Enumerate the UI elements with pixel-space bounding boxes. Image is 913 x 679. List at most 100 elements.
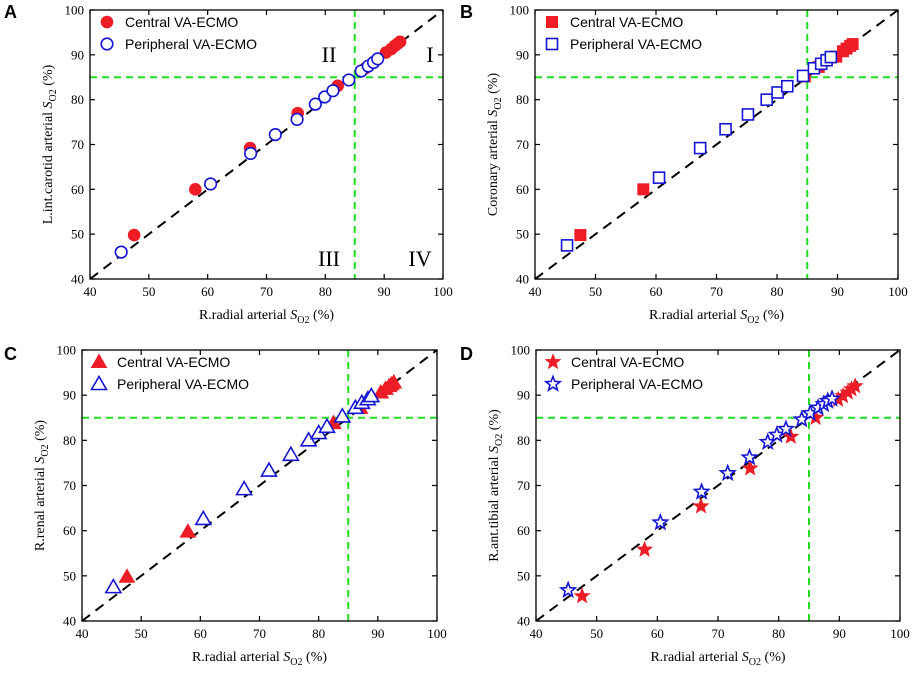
panel-letter: D bbox=[460, 344, 473, 364]
x-tick-label: 90 bbox=[833, 626, 846, 641]
y-tick-label: 70 bbox=[517, 478, 530, 493]
x-tick-label: 100 bbox=[888, 284, 908, 299]
x-tick-label: 70 bbox=[260, 284, 273, 299]
peripheral-point bbox=[796, 69, 810, 83]
x-tick-label: 60 bbox=[651, 626, 664, 641]
quadrant-label-iii: III bbox=[318, 246, 340, 271]
peripheral-point bbox=[104, 578, 123, 594]
x-tick-label: 40 bbox=[76, 626, 89, 641]
central-point bbox=[385, 374, 403, 389]
x-tick-label: 70 bbox=[712, 626, 725, 641]
x-tick-label: 50 bbox=[589, 284, 602, 299]
central-point bbox=[179, 523, 197, 538]
plot-area bbox=[535, 10, 898, 279]
y-tick-label: 60 bbox=[71, 182, 84, 197]
y-axis-label: R.renal arterial SO2 (%) bbox=[33, 420, 51, 552]
peripheral-point bbox=[326, 84, 340, 98]
y-tick-label: 50 bbox=[71, 227, 84, 242]
y-tick-label: 100 bbox=[511, 343, 531, 358]
plot-area bbox=[82, 350, 437, 621]
x-axis-label: R.radial arterial SO2 (%) bbox=[192, 650, 327, 668]
central-point bbox=[189, 183, 202, 196]
peripheral-point bbox=[822, 389, 842, 407]
panel-d: D 40 50 60 70 80 90 100 40 50 60 70 80 90 100 R.radial … bbox=[460, 343, 910, 669]
peripheral-point bbox=[824, 50, 838, 64]
legend-peripheral-marker bbox=[100, 37, 114, 51]
peripheral-point bbox=[760, 93, 774, 106]
peripheral-point bbox=[560, 239, 574, 252]
y-axis-label: L.int.carotid arterial SO2 (%) bbox=[41, 64, 59, 224]
x-tick-label: 70 bbox=[253, 626, 266, 641]
legend-peripheral-marker bbox=[545, 37, 559, 51]
y-axis-label: Coronary arterial SO2 (%) bbox=[486, 73, 504, 217]
y-tick-label: 100 bbox=[510, 3, 530, 18]
x-tick-label: 60 bbox=[201, 284, 214, 299]
peripheral-point bbox=[342, 73, 356, 87]
plot-area bbox=[90, 10, 443, 279]
peripheral-point bbox=[308, 97, 322, 111]
y-tick-label: 40 bbox=[517, 614, 530, 629]
peripheral-point bbox=[740, 447, 759, 466]
y-tick-label: 40 bbox=[71, 272, 84, 287]
x-tick-label: 80 bbox=[319, 284, 332, 299]
peripheral-point bbox=[692, 482, 711, 500]
x-tick-label: 90 bbox=[831, 284, 844, 299]
y-tick-label: 50 bbox=[517, 568, 530, 583]
central-point bbox=[741, 459, 759, 476]
panel-b: B 40 50 60 70 80 90 100 40 50 60 70 80 90 100 R.radial … bbox=[460, 2, 908, 326]
peripheral-point bbox=[718, 463, 737, 482]
peripheral-point bbox=[651, 512, 670, 531]
central-point bbox=[393, 35, 407, 49]
x-tick-label: 50 bbox=[590, 626, 603, 641]
peripheral-point bbox=[780, 79, 794, 93]
central-point bbox=[846, 377, 864, 394]
y-tick-label: 80 bbox=[63, 433, 76, 448]
legend-central-label: Central VA-ECMO bbox=[570, 14, 683, 30]
x-tick-label: 40 bbox=[529, 284, 542, 299]
y-tick-label: 70 bbox=[516, 137, 529, 152]
peripheral-point bbox=[371, 52, 385, 66]
peripheral-point bbox=[204, 177, 218, 191]
x-tick-label: 80 bbox=[312, 626, 325, 641]
peripheral-point bbox=[260, 461, 278, 477]
y-tick-label: 80 bbox=[517, 433, 530, 448]
y-tick-label: 70 bbox=[71, 137, 84, 152]
x-axis-label: R.radial arterial SO2 (%) bbox=[199, 308, 334, 326]
y-tick-label: 60 bbox=[516, 182, 529, 197]
x-tick-label: 50 bbox=[135, 626, 148, 641]
central-point bbox=[118, 568, 136, 583]
peripheral-point bbox=[244, 146, 258, 161]
y-tick-label: 90 bbox=[517, 388, 530, 403]
series-peripheral bbox=[560, 50, 838, 252]
panel-letter: A bbox=[4, 2, 17, 22]
central-point bbox=[846, 38, 859, 51]
x-tick-label: 40 bbox=[84, 284, 97, 299]
peripheral-point bbox=[290, 112, 304, 126]
peripheral-point bbox=[194, 509, 213, 526]
peripheral-point bbox=[318, 417, 336, 434]
central-point bbox=[574, 229, 587, 242]
x-tick-label: 100 bbox=[433, 284, 453, 299]
x-tick-label: 90 bbox=[371, 626, 384, 641]
legend: Central VA-ECMO Peripheral VA-ECMO bbox=[543, 353, 703, 392]
legend-peripheral-label: Peripheral VA-ECMO bbox=[117, 376, 249, 392]
peripheral-point bbox=[652, 171, 666, 184]
legend-central-label: Central VA-ECMO bbox=[117, 354, 230, 370]
y-tick-label: 50 bbox=[516, 227, 529, 242]
y-tick-label: 50 bbox=[63, 568, 76, 583]
x-tick-label: 60 bbox=[650, 284, 663, 299]
panel-letter: C bbox=[4, 344, 17, 364]
y-tick-label: 80 bbox=[516, 92, 529, 107]
panel-letter: B bbox=[460, 2, 473, 22]
central-point bbox=[573, 587, 591, 604]
y-tick-label: 40 bbox=[63, 614, 76, 629]
y-tick-label: 60 bbox=[63, 523, 76, 538]
legend-central-label: Central VA-ECMO bbox=[125, 14, 238, 30]
y-tick-label: 90 bbox=[71, 47, 84, 62]
legend-peripheral-label: Peripheral VA-ECMO bbox=[570, 36, 702, 52]
peripheral-point bbox=[719, 122, 732, 136]
y-tick-label: 80 bbox=[71, 92, 84, 107]
y-axis-label: R.ant.tibial arterial SO2 (%) bbox=[487, 409, 505, 562]
y-tick-label: 90 bbox=[516, 47, 529, 62]
y-tick-label: 40 bbox=[516, 272, 529, 287]
